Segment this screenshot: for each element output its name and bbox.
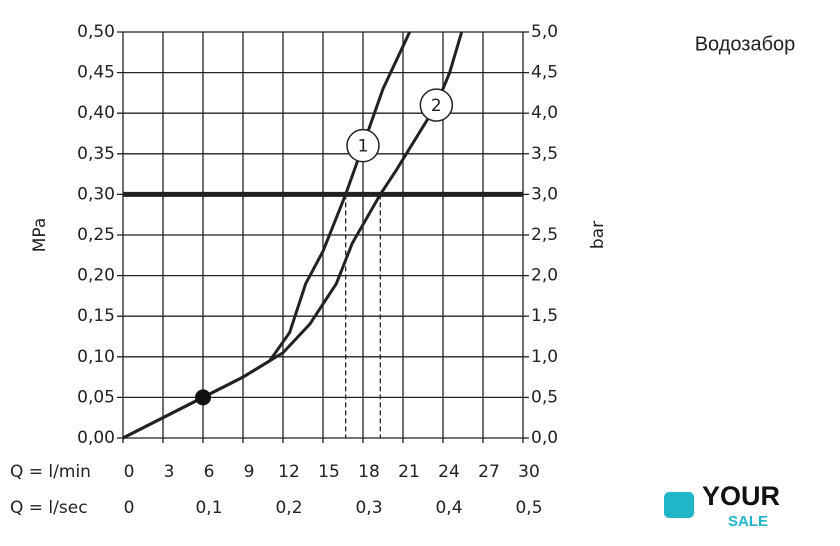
logo: YOUR SALE: [664, 481, 780, 530]
logo-top: YOUR: [702, 481, 780, 511]
x-tick-label: 6: [204, 462, 215, 482]
x2-tick-label: 0,1: [195, 498, 222, 518]
x-tick-label: 12: [278, 462, 300, 482]
y2-tick-label: 1,5: [531, 306, 558, 326]
x-tick-label: 0: [124, 462, 135, 482]
x2-tick-label: 0,2: [275, 498, 302, 518]
y-axis-label: MPa: [30, 218, 50, 253]
y2-tick-label: 0,0: [531, 428, 558, 448]
legend-circle: [419, 88, 454, 122]
chart-title: Водозабор: [695, 33, 796, 55]
y-tick-label: 0,40: [77, 103, 115, 123]
x-tick-label: 18: [358, 462, 380, 482]
y2-tick-label: 2,0: [531, 266, 558, 286]
x2-tick-label: 0: [124, 498, 135, 518]
y-tick-label: 0,25: [77, 225, 115, 245]
x-tick-label: 27: [478, 462, 500, 482]
x2-tick-label: 0,3: [355, 498, 382, 518]
y2-tick-label: 0,5: [531, 387, 558, 407]
y-tick-label: 0,50: [77, 22, 115, 42]
x-tick-label: 24: [438, 462, 460, 482]
legend-label: 1: [358, 137, 369, 157]
y-tick-label: 0,10: [77, 347, 115, 367]
y2-tick-label: 3,5: [531, 144, 558, 164]
x-tick-label: 21: [398, 462, 420, 482]
marker: [195, 389, 211, 406]
x2-tick-label: 0,5: [515, 498, 542, 518]
x-axis-label: Q = l/min: [10, 462, 91, 482]
x-tick-label: 30: [518, 462, 540, 482]
y-tick-label: 0,45: [77, 63, 115, 83]
y2-tick-label: 2,5: [531, 225, 558, 245]
x-tick-label: 15: [318, 462, 340, 482]
y-tick-label: 0,35: [77, 144, 115, 164]
y2-tick-label: 3,0: [531, 184, 558, 204]
y2-tick-label: 4,5: [531, 63, 558, 83]
y2-tick-label: 5,0: [531, 22, 558, 42]
y-tick-label: 0,00: [77, 428, 115, 448]
legend-circle: [346, 128, 380, 163]
legend-label: 2: [431, 96, 442, 116]
y2-axis-label: bar: [588, 221, 608, 249]
y-tick-label: 0,05: [77, 387, 115, 407]
x-tick-label: 3: [164, 462, 175, 482]
x-tick-label: 9: [244, 462, 255, 482]
logo-icon: [664, 492, 694, 518]
y2-tick-label: 4,0: [531, 103, 558, 123]
logo-bottom: SALE: [728, 513, 768, 530]
y2-tick-label: 1,0: [531, 347, 558, 367]
x2-axis-label: Q = l/sec: [10, 498, 88, 518]
x2-tick-label: 0,4: [435, 498, 462, 518]
y-tick-label: 0,30: [77, 184, 115, 204]
y-tick-label: 0,15: [77, 306, 115, 326]
y-tick-label: 0,20: [77, 266, 115, 286]
